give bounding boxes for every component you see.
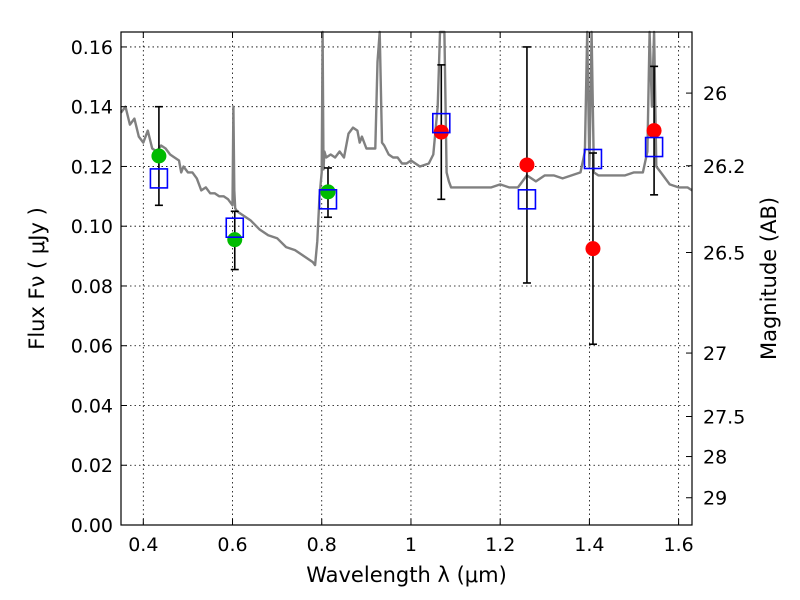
tick-layer: 0.4 0.6 0.8 1 1.2 1.4 1.6 0.00 0.02 0.04 0.06 0.08 0… (71, 32, 745, 556)
model-flux-square (149, 168, 169, 189)
model-flux-square (644, 136, 664, 158)
plot-frame (120, 31, 693, 526)
model-flux-square (431, 112, 451, 134)
errorbar-layer (154, 46, 659, 346)
photometry-point (585, 241, 601, 257)
y-tick-label: 0.14 (71, 97, 113, 119)
y-tick-label: 0.04 (71, 395, 113, 417)
model-flux-square (583, 148, 603, 170)
y2-tick-label: 27.5 (703, 407, 745, 429)
grid-layer (121, 32, 692, 526)
photometry-point (227, 232, 243, 248)
x-tick-label: 1.6 (664, 534, 694, 556)
model-flux-square (517, 189, 537, 210)
y-tick-label: 0.12 (71, 156, 113, 178)
y-axis-label: Flux Fν ( μJy ) (25, 207, 49, 350)
sed-layer (120, 30, 693, 267)
x-tick-label: 0.8 (307, 534, 337, 556)
x-tick-label: 1.2 (485, 534, 515, 556)
y2-tick-label: 26.2 (703, 156, 745, 178)
y-tick-label: 0.06 (71, 336, 113, 358)
photometry-point (519, 157, 535, 173)
photometry-point (320, 184, 336, 200)
x-axis-label: Wavelength λ (μm) (306, 563, 507, 587)
photometry-point (151, 148, 167, 164)
right-y-axis-label: Magnitude (AB) (757, 197, 781, 360)
photometry-point (646, 123, 662, 139)
x-tick-label: 1 (405, 534, 417, 556)
y-tick-label: 0.02 (71, 455, 113, 477)
x-tick-label: 0.4 (128, 534, 158, 556)
x-tick-label: 0.6 (217, 534, 247, 556)
y-tick-label: 0.00 (71, 515, 113, 537)
y-tick-label: 0.16 (71, 37, 113, 59)
y2-tick-label: 29 (703, 488, 727, 510)
model-flux-square (225, 217, 245, 239)
model-flux-square (318, 189, 338, 210)
y2-tick-label: 28 (703, 447, 727, 469)
y2-tick-label: 27 (703, 343, 727, 365)
y-tick-label: 0.10 (71, 216, 113, 238)
model-sed-line (120, 30, 693, 267)
x-tick-label: 1.4 (574, 534, 604, 556)
y2-tick-label: 26.5 (703, 242, 745, 264)
y-tick-label: 0.08 (71, 276, 113, 298)
marker-layer (149, 112, 664, 257)
y2-tick-label: 26 (703, 83, 727, 105)
